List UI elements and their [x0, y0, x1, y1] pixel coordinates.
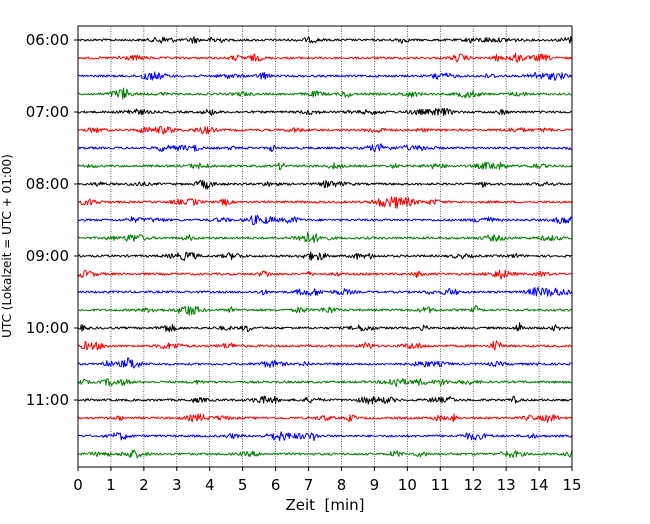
x-tick-label: 11 — [431, 476, 450, 494]
x-tick-label: 10 — [398, 476, 417, 494]
trace-line — [77, 231, 572, 244]
plot-frame — [77, 25, 573, 468]
x-tick-label: 15 — [562, 476, 581, 494]
x-axis-ticks: 0 1 2 3 4 5 6 7 8 9 10 11 12 13 14 15 — [73, 467, 582, 494]
trace-line — [77, 71, 573, 81]
x-tick-label: 13 — [497, 476, 516, 494]
trace-line — [77, 179, 572, 190]
x-tick-label: 9 — [370, 476, 380, 494]
x-tick-label: 8 — [337, 476, 347, 494]
x-tick-label: 6 — [271, 476, 281, 494]
trace-line — [77, 305, 572, 316]
trace-line — [77, 395, 572, 405]
y-axis-label: UTC (Lokalzeit = UTC + 01:00) — [0, 154, 14, 338]
trace-line — [77, 196, 573, 209]
x-tick-label: 4 — [205, 476, 215, 494]
x-axis-label: Zeit [min] — [285, 496, 364, 514]
y-tick-label: 09:00 — [26, 247, 69, 265]
y-axis-ticks: 06:00 07:00 08:00 09:00 10:00 11:00 — [26, 31, 78, 409]
trace-line — [77, 107, 572, 116]
trace-line — [77, 431, 573, 442]
trace-line — [77, 214, 573, 226]
x-tick-label: 14 — [530, 476, 549, 494]
x-tick-label: 0 — [73, 476, 83, 494]
x-tick-label: 12 — [464, 476, 483, 494]
trace-line — [77, 286, 573, 297]
trace-line — [77, 36, 573, 44]
trace-line — [77, 357, 572, 369]
x-tick-label: 3 — [172, 476, 182, 494]
trace-line — [77, 449, 573, 459]
trace-line — [77, 269, 572, 280]
grid-lines — [110, 26, 540, 467]
trace-line — [77, 251, 572, 261]
x-tick-label: 7 — [304, 476, 314, 494]
trace-line — [77, 378, 572, 388]
trace-line — [77, 143, 572, 153]
trace-line — [77, 340, 572, 351]
trace-line — [77, 87, 572, 100]
y-tick-label: 08:00 — [26, 175, 69, 193]
y-tick-label: 11:00 — [26, 391, 69, 409]
x-tick-label: 2 — [139, 476, 149, 494]
x-tick-label: 1 — [106, 476, 116, 494]
trace-line — [77, 161, 573, 171]
x-tick-label: 5 — [238, 476, 248, 494]
trace-line — [77, 52, 572, 63]
trace-line — [77, 125, 573, 135]
trace-line — [77, 322, 572, 333]
y-tick-label: 10:00 — [26, 319, 69, 337]
trace-line — [77, 413, 573, 423]
y-tick-label: 07:00 — [26, 103, 69, 121]
seismic-traces — [77, 36, 573, 459]
y-tick-label: 06:00 — [26, 31, 69, 49]
